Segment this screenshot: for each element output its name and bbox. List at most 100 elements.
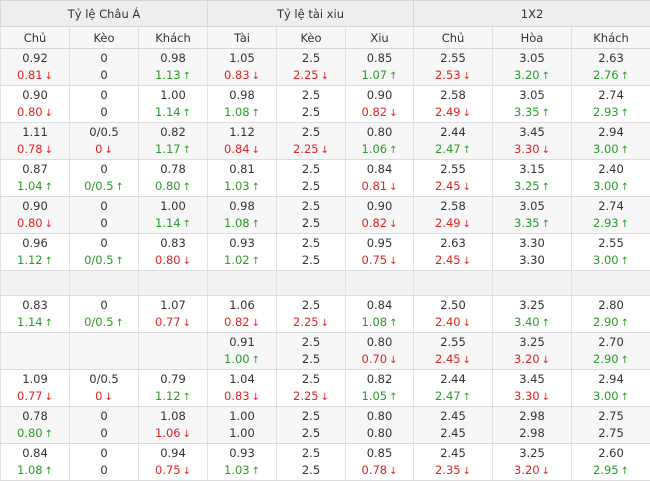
arrow-up-icon: ↑ bbox=[252, 182, 260, 193]
arrow-up-icon: ↑ bbox=[389, 318, 397, 329]
empty-cell bbox=[1, 271, 70, 296]
arrow-down-icon: ↓ bbox=[389, 219, 397, 230]
opening-value: 2.5 bbox=[277, 297, 345, 314]
current-value: 0.75↓ bbox=[139, 462, 207, 479]
current-value: 2.47↑ bbox=[414, 141, 492, 158]
opening-value: 0 bbox=[70, 297, 138, 314]
current-value-text: 2.90 bbox=[593, 352, 619, 366]
arrow-up-icon: ↑ bbox=[252, 466, 260, 477]
arrow-down-icon: ↓ bbox=[463, 219, 471, 230]
arrow-down-icon: ↓ bbox=[542, 466, 550, 477]
opening-value: 0.83 bbox=[1, 297, 69, 314]
current-value: 2.5 bbox=[277, 252, 345, 269]
current-value: 3.30↓ bbox=[493, 141, 571, 158]
current-value-text: 3.00 bbox=[593, 179, 619, 193]
current-value: 2.93↑ bbox=[572, 215, 650, 232]
opening-value: 2.55 bbox=[414, 161, 492, 178]
arrow-up-icon: ↑ bbox=[542, 318, 550, 329]
current-value: 1.12↑ bbox=[139, 388, 207, 405]
arrow-up-icon: ↑ bbox=[45, 429, 53, 440]
opening-value: 2.5 bbox=[277, 124, 345, 141]
current-value-text: 1.06 bbox=[155, 426, 181, 440]
current-value-text: 0.82 bbox=[224, 315, 250, 329]
current-value-text: 3.30 bbox=[519, 253, 545, 267]
current-value: 0 bbox=[70, 67, 138, 84]
current-value: 2.90↑ bbox=[572, 351, 650, 368]
current-value-text: 0 bbox=[100, 216, 107, 230]
current-value-text: 0.80 bbox=[367, 426, 393, 440]
arrow-up-icon: ↑ bbox=[252, 219, 260, 230]
current-value: 1.06↓ bbox=[139, 425, 207, 442]
arrow-down-icon: ↓ bbox=[542, 392, 550, 403]
arrow-up-icon: ↑ bbox=[621, 219, 629, 230]
current-value-text: 1.08 bbox=[17, 463, 43, 477]
current-value-text: 1.07 bbox=[362, 68, 388, 82]
arrow-up-icon: ↑ bbox=[183, 182, 191, 193]
current-value: 3.30 bbox=[493, 252, 571, 269]
arrow-up-icon: ↑ bbox=[621, 182, 629, 193]
current-value: 1.12↑ bbox=[1, 252, 69, 269]
current-value-text: 3.30 bbox=[514, 142, 540, 156]
opening-value: 1.00 bbox=[139, 87, 207, 104]
arrow-up-icon: ↑ bbox=[183, 71, 191, 82]
arrow-down-icon: ↓ bbox=[389, 466, 397, 477]
current-value-text: 0 bbox=[95, 389, 102, 403]
arrow-up-icon: ↑ bbox=[252, 355, 260, 366]
current-value-text: 2.76 bbox=[593, 68, 619, 82]
arrow-down-icon: ↓ bbox=[463, 256, 471, 267]
current-value-text: 2.5 bbox=[302, 426, 320, 440]
empty-cell bbox=[572, 271, 650, 296]
current-value: 0.83↓ bbox=[208, 67, 276, 84]
current-value-text: 1.04 bbox=[17, 179, 43, 193]
opening-value: 3.45 bbox=[493, 124, 571, 141]
opening-value: 2.63 bbox=[414, 235, 492, 252]
current-value-text: 0 bbox=[100, 463, 107, 477]
current-value: 0.78↓ bbox=[1, 141, 69, 158]
opening-value: 2.44 bbox=[414, 371, 492, 388]
col-ah-line: Kèo bbox=[70, 27, 139, 49]
cell-ah-away bbox=[139, 333, 208, 370]
opening-value: 2.55 bbox=[414, 50, 492, 67]
current-value: 1.08↑ bbox=[208, 104, 276, 121]
current-value-text: 2.45 bbox=[435, 179, 461, 193]
current-value: 3.35↑ bbox=[493, 104, 571, 121]
current-value-text: 0.75 bbox=[362, 253, 388, 267]
arrow-down-icon: ↓ bbox=[104, 145, 112, 156]
current-value: 3.30↓ bbox=[493, 388, 571, 405]
current-value: 3.00↑ bbox=[572, 141, 650, 158]
arrow-down-icon: ↓ bbox=[389, 256, 397, 267]
arrow-up-icon: ↑ bbox=[116, 256, 124, 267]
opening-value: 2.58 bbox=[414, 87, 492, 104]
opening-value: 0.84 bbox=[1, 445, 69, 462]
opening-value: 2.63 bbox=[572, 50, 650, 67]
current-value: 2.25↓ bbox=[277, 67, 345, 84]
opening-value: 0.98 bbox=[208, 198, 276, 215]
opening-value: 3.25 bbox=[493, 334, 571, 351]
arrow-down-icon: ↓ bbox=[45, 219, 53, 230]
arrow-down-icon: ↓ bbox=[183, 256, 191, 267]
current-value-text: 2.40 bbox=[435, 315, 461, 329]
current-value: 1.14↑ bbox=[1, 314, 69, 331]
arrow-down-icon: ↓ bbox=[321, 145, 329, 156]
current-value: 0.80↓ bbox=[139, 252, 207, 269]
arrow-up-icon: ↑ bbox=[45, 318, 53, 329]
current-value-text: 0 bbox=[100, 68, 107, 82]
group-1x2: 1X2 bbox=[414, 1, 650, 27]
current-value-text: 2.25 bbox=[293, 68, 319, 82]
